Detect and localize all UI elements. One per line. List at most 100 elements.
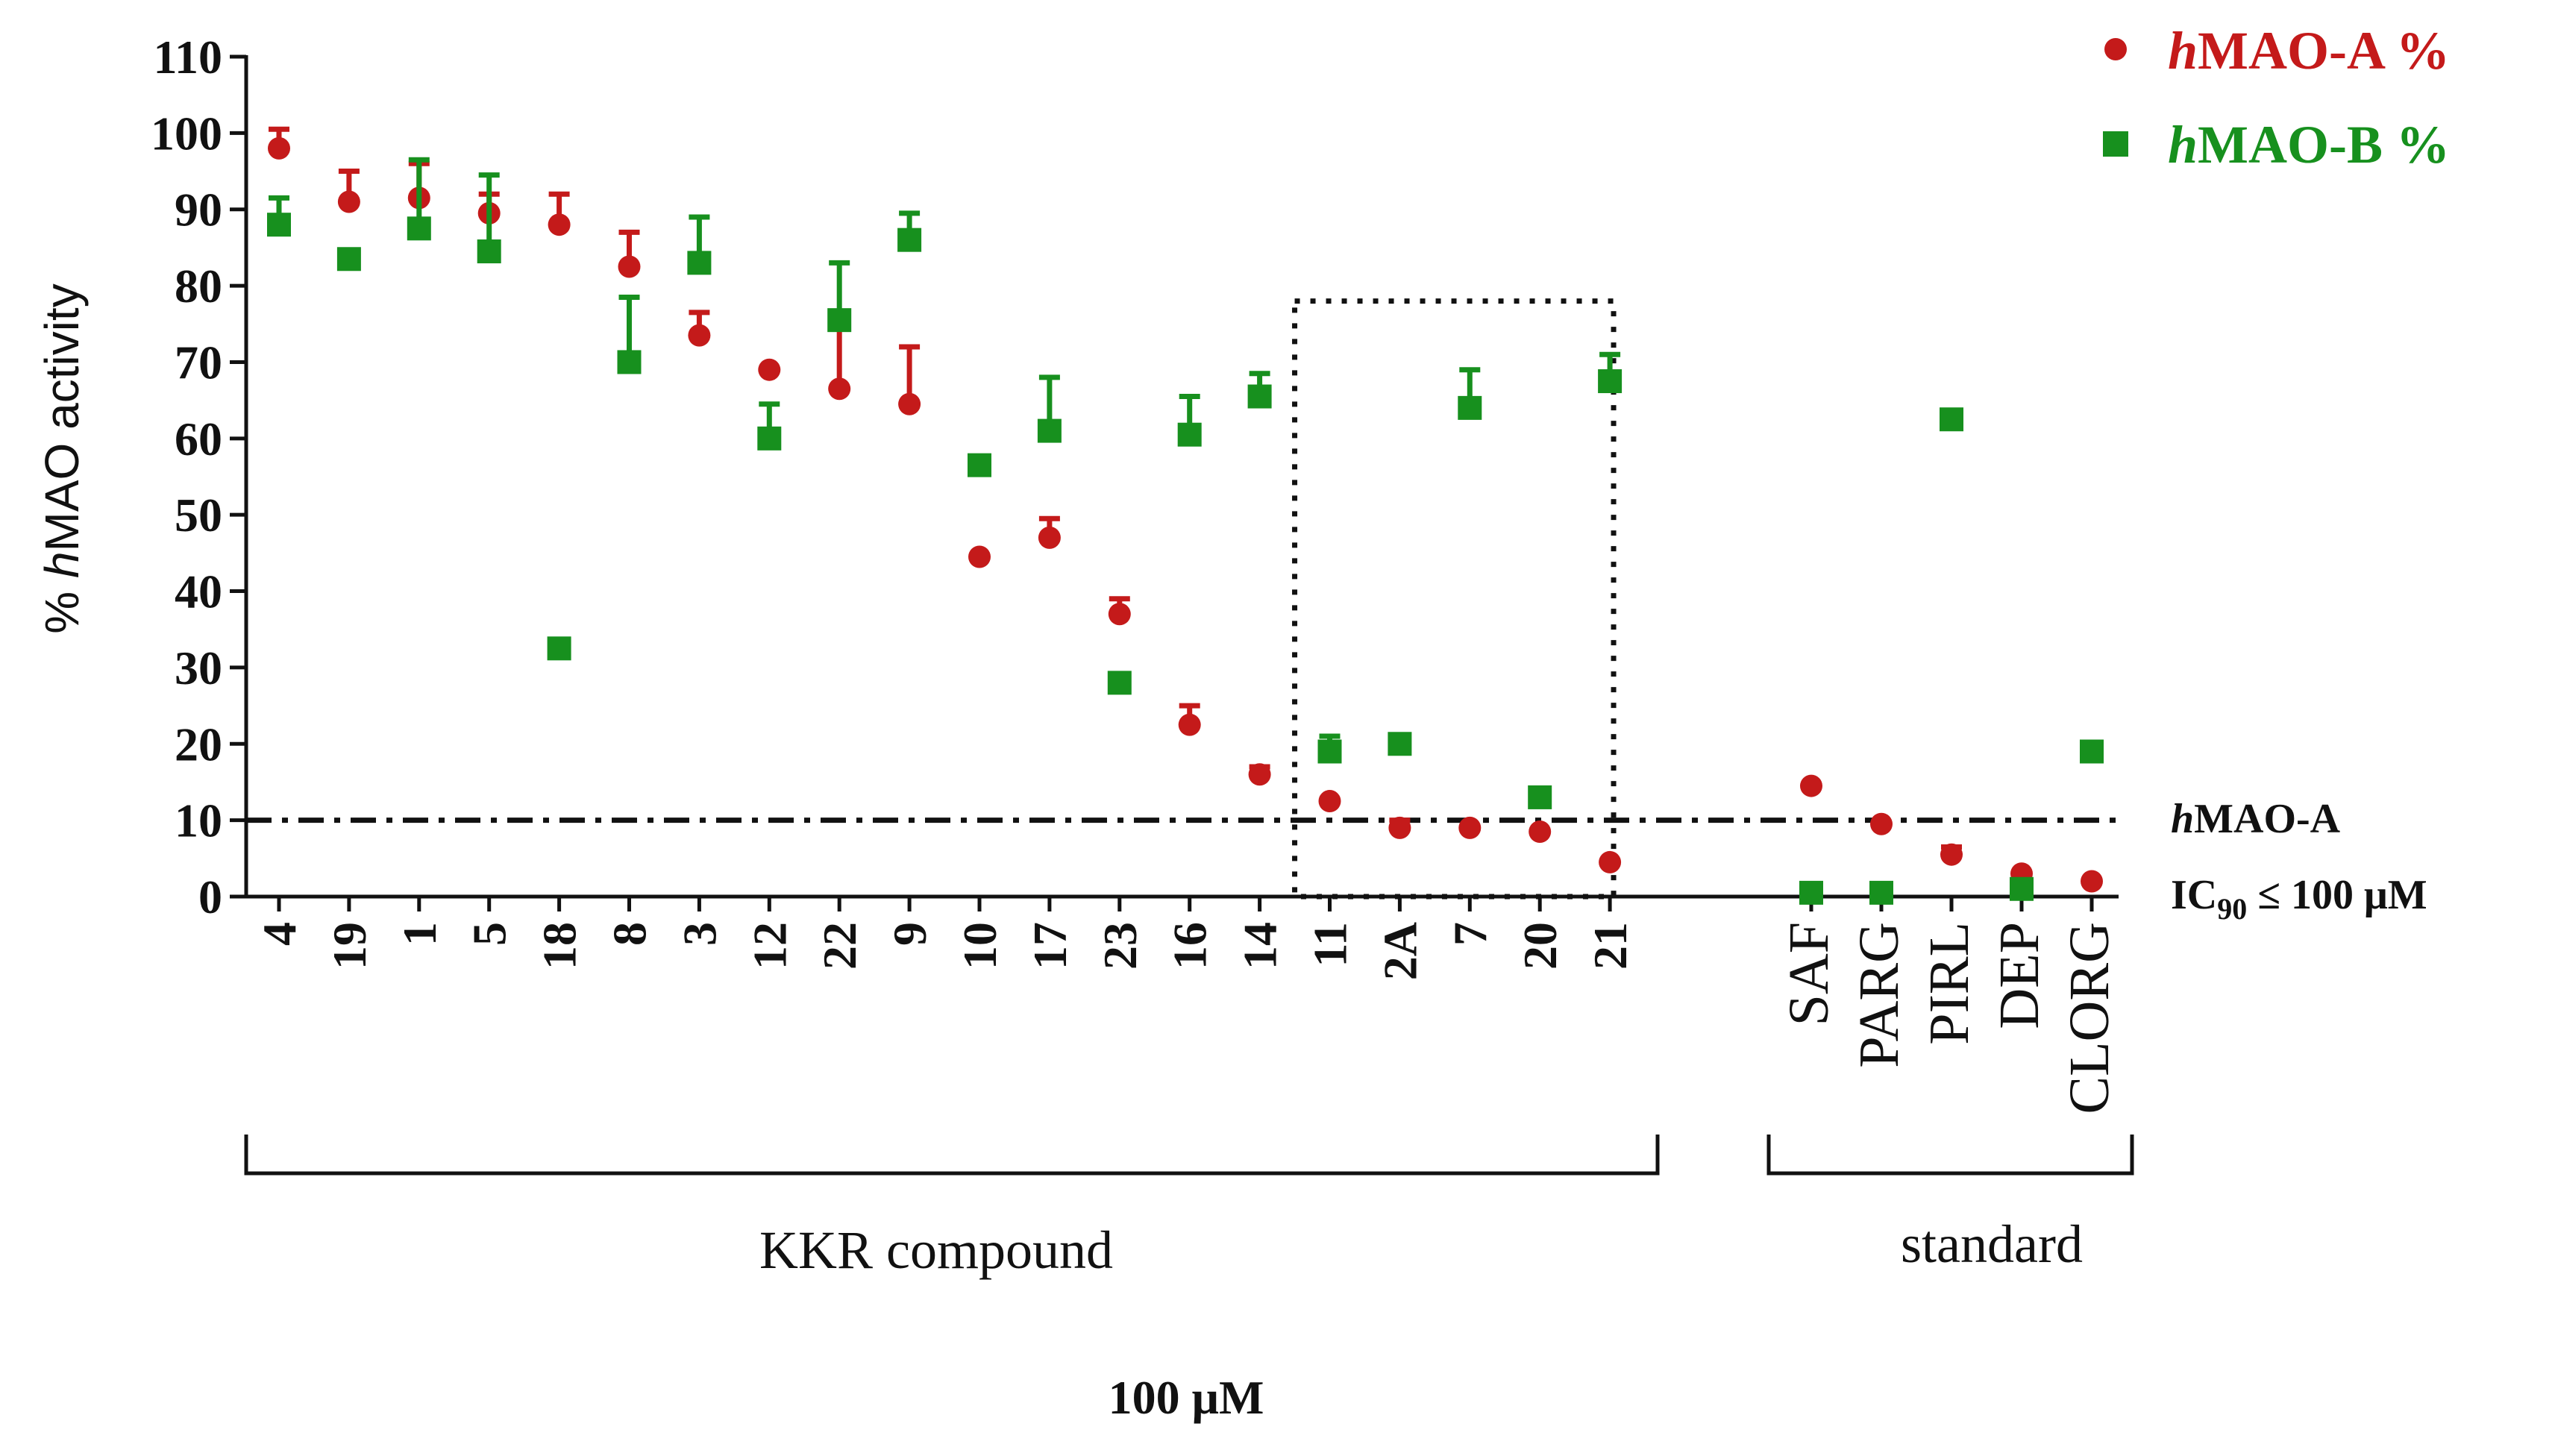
data-point-hmao-a [2081, 870, 2103, 893]
legend-label-hmao-a: hMAO-A % [2168, 21, 2450, 81]
data-point-hmao-a [1038, 526, 1061, 549]
y-tick-label: 30 [175, 641, 222, 694]
y-tick-label: 20 [175, 718, 222, 771]
x-tick-label: 5 [463, 922, 516, 946]
group-brackets: KKR compound standard [244, 1135, 2134, 1280]
y-tick-label: 0 [198, 870, 222, 923]
x-tick-label: 12 [743, 922, 796, 970]
x-tick-label: 16 [1164, 922, 1217, 970]
data-point-hmao-b [968, 453, 991, 477]
highlight-box [1292, 298, 1617, 900]
x-tick-label: 9 [883, 922, 936, 946]
data-point-hmao-a [1458, 816, 1482, 839]
data-point-hmao-b [2080, 739, 2104, 764]
x-axis-ticks: 4 19 1 5 18 8 3 12 22 9 10 17 23 16 14 11 2A 7 20 21 SAF PARG… [253, 897, 2121, 1114]
data-point-hmao-a [1108, 603, 1131, 626]
x-tick-label: 2A [1373, 922, 1426, 980]
data-point-hmao-b [336, 247, 361, 272]
group-bracket [1766, 1135, 2134, 1176]
y-axis-label: % hMAO activity [35, 283, 89, 633]
data-point-hmao-b [1940, 407, 1963, 432]
y-tick-label: 50 [175, 489, 222, 542]
data-point-hmao-a [688, 324, 711, 347]
data-point-hmao-b [1388, 732, 1412, 756]
x-tick-label: 11 [1304, 922, 1357, 967]
data-point-hmao-b [1037, 418, 1062, 443]
data-point-hmao-a [1940, 843, 1963, 866]
data-point-hmao-b [1317, 739, 1342, 764]
data-point-hmao-b [1247, 384, 1272, 409]
data-point-hmao-a [828, 377, 851, 401]
data-point-hmao-b [2010, 876, 2034, 901]
legend-marker-hmao-b [2103, 131, 2128, 157]
concentration-label: 100 μM [1109, 1371, 1264, 1424]
group-label: KKR compound [759, 1220, 1113, 1280]
data-point-hmao-a [337, 190, 360, 213]
data-point-hmao-a [548, 213, 571, 236]
data-point-hmao-a [758, 358, 781, 381]
y-tick-label: 10 [175, 794, 222, 847]
data-point-hmao-b [547, 636, 571, 661]
legend: hMAO-A % hMAO-B % [2103, 21, 2450, 175]
threshold-label-line2: IC90 ≤ 100 μM [2171, 872, 2427, 926]
data-point-hmao-b [1869, 880, 1893, 905]
group-bracket [244, 1135, 1660, 1176]
data-point-hmao-b [1799, 880, 1823, 905]
y-tick-label: 70 [175, 336, 222, 389]
x-tick-label: 4 [253, 922, 306, 946]
data-point-hmao-a [618, 255, 641, 278]
data-point-hmao-b [687, 251, 712, 275]
data-point-hmao-b [407, 216, 431, 241]
data-point-hmao-a [1599, 850, 1622, 873]
data-point-hmao-a [1870, 812, 1893, 835]
data-point-hmao-a [1248, 763, 1271, 786]
data-marks [267, 126, 2104, 905]
x-tick-label: 19 [323, 922, 376, 970]
data-point-hmao-a [1529, 820, 1552, 843]
y-tick-label: 40 [175, 565, 222, 618]
data-point-hmao-a [1178, 713, 1201, 736]
x-tick-label: 14 [1234, 922, 1287, 970]
data-point-hmao-a [968, 545, 991, 568]
x-tick-label: 22 [813, 922, 866, 970]
data-point-hmao-a [1388, 816, 1411, 839]
data-point-hmao-a [268, 136, 290, 160]
y-tick-label: 110 [154, 31, 222, 84]
x-tick-label: 20 [1514, 922, 1567, 970]
y-tick-label: 90 [175, 183, 222, 236]
data-point-hmao-b [477, 239, 501, 264]
x-tick-label: DEP [1988, 922, 2051, 1029]
y-tick-label: 100 [151, 107, 222, 160]
data-point-hmao-b [267, 213, 291, 237]
data-point-hmao-b [617, 350, 642, 374]
threshold-label-line1: hMAO-A [2171, 796, 2341, 842]
axes [244, 55, 2119, 899]
data-point-hmao-a [898, 392, 921, 415]
legend-marker-hmao-a [2104, 38, 2127, 60]
data-point-hmao-a [1318, 790, 1341, 813]
data-point-hmao-a [1800, 774, 1822, 797]
x-tick-label: 17 [1023, 922, 1076, 970]
x-tick-label: 8 [603, 922, 656, 946]
x-tick-label: 18 [533, 922, 586, 970]
x-tick-label: 23 [1094, 922, 1147, 970]
y-axis-ticks: 0 10 20 30 40 50 60 70 80 90 100 110 [151, 31, 246, 923]
y-tick-label: 60 [175, 412, 222, 465]
x-tick-label: PARG [1848, 922, 1910, 1068]
data-point-hmao-b [1458, 395, 1482, 420]
legend-label-hmao-b: hMAO-B % [2168, 115, 2450, 175]
data-point-hmao-b [1107, 671, 1132, 695]
x-tick-label: 1 [393, 922, 446, 946]
data-point-hmao-b [1528, 785, 1552, 809]
highlight-dotted-rect [1292, 298, 1617, 900]
x-tick-label: 21 [1584, 922, 1637, 970]
group-label: standard [1901, 1214, 2083, 1274]
x-tick-label: CLORG [2058, 922, 2121, 1114]
data-point-hmao-b [827, 308, 852, 333]
data-point-hmao-b [1598, 369, 1623, 394]
data-point-hmao-b [897, 228, 922, 252]
x-tick-label: SAF [1778, 922, 1840, 1026]
x-tick-label: 10 [953, 922, 1006, 970]
x-tick-label: 7 [1443, 922, 1496, 946]
